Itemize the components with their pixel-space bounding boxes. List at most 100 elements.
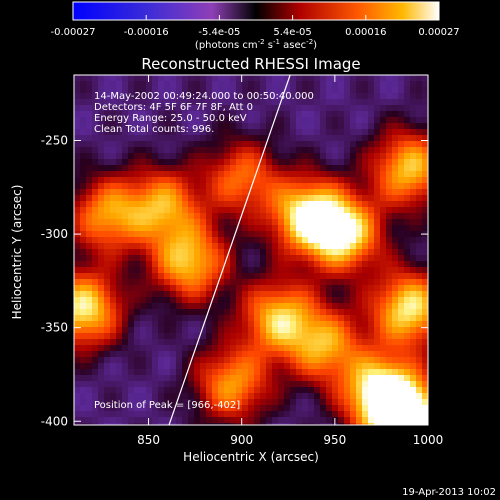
heatmap-cell (344, 303, 351, 310)
heatmap-cell (158, 159, 165, 166)
y-tick-label: -350 (41, 321, 68, 335)
heatmap-cell (392, 327, 399, 334)
heatmap-cell (416, 309, 423, 316)
heatmap-cell (206, 129, 213, 136)
heatmap-cell (404, 213, 411, 220)
heatmap-cell (356, 345, 363, 352)
heatmap-cell (320, 273, 327, 280)
heatmap-cell (398, 387, 405, 394)
heatmap-cell (98, 291, 105, 298)
heatmap-cell (206, 411, 213, 418)
heatmap-cell (296, 285, 303, 292)
heatmap-cell (254, 279, 261, 286)
heatmap-cell (254, 231, 261, 238)
heatmap-cell (368, 405, 375, 412)
heatmap-cell (278, 381, 285, 388)
heatmap-cell (176, 207, 183, 214)
heatmap-cell (320, 171, 327, 178)
heatmap-cell (344, 231, 351, 238)
heatmap-cell (410, 423, 417, 425)
heatmap-cell (224, 87, 231, 94)
heatmap-cell (308, 399, 315, 406)
heatmap-cell (182, 243, 189, 250)
heatmap-cell (410, 291, 417, 298)
heatmap-cell (206, 243, 213, 250)
heatmap-cell (170, 201, 177, 208)
heatmap-cell (260, 279, 267, 286)
heatmap-cell (416, 273, 423, 280)
heatmap-cell (290, 423, 297, 425)
heatmap-cell (290, 99, 297, 106)
heatmap-cell (308, 159, 315, 166)
heatmap-cell (98, 345, 105, 352)
heatmap-cell (158, 219, 165, 226)
heatmap-cell (164, 381, 171, 388)
heatmap-cell (272, 351, 279, 358)
heatmap-cell (158, 375, 165, 382)
heatmap-cell (146, 237, 153, 244)
heatmap-cell (134, 129, 141, 136)
heatmap-cell (302, 333, 309, 340)
heatmap-cell (146, 345, 153, 352)
heatmap-cell (74, 333, 81, 340)
heatmap-cell (272, 183, 279, 190)
heatmap-cell (122, 399, 129, 406)
heatmap-cell (320, 141, 327, 148)
heatmap-cell (92, 75, 99, 82)
heatmap-cell (140, 183, 147, 190)
heatmap-cell (266, 87, 273, 94)
heatmap-cell (374, 369, 381, 376)
heatmap-cell (212, 189, 219, 196)
heatmap-cell (350, 105, 357, 112)
heatmap-cell (332, 261, 339, 268)
heatmap-cell (110, 219, 117, 226)
heatmap-cell (332, 111, 339, 118)
heatmap-cell (236, 369, 243, 376)
heatmap-cell (404, 219, 411, 226)
heatmap-cell (182, 81, 189, 88)
heatmap-cell (104, 309, 111, 316)
heatmap-cell (248, 303, 255, 310)
heatmap-cell (260, 375, 267, 382)
heatmap-cell (218, 75, 225, 82)
heatmap-cell (350, 225, 357, 232)
heatmap-cell (122, 387, 129, 394)
heatmap-cell (278, 231, 285, 238)
heatmap-cell (272, 189, 279, 196)
heatmap-cell (248, 267, 255, 274)
heatmap-cell (356, 243, 363, 250)
heatmap-cell (248, 279, 255, 286)
heatmap-cell (152, 87, 159, 94)
heatmap-cell (266, 405, 273, 412)
heatmap-cell (320, 183, 327, 190)
heatmap-cell (368, 363, 375, 370)
heatmap-cell (152, 285, 159, 292)
heatmap-cell (266, 297, 273, 304)
heatmap-cell (404, 159, 411, 166)
heatmap-cell (380, 345, 387, 352)
heatmap-cell (338, 381, 345, 388)
heatmap-cell (104, 87, 111, 94)
heatmap-cell (302, 117, 309, 124)
heatmap-cell (236, 381, 243, 388)
heatmap-cell (308, 135, 315, 142)
heatmap-cell (332, 303, 339, 310)
heatmap-cell (308, 219, 315, 226)
heatmap-cell (338, 369, 345, 376)
heatmap-cell (188, 99, 195, 106)
heatmap-cell (194, 111, 201, 118)
heatmap-cell (128, 249, 135, 256)
heatmap-cell (314, 333, 321, 340)
heatmap-cell (80, 423, 87, 425)
heatmap-cell (320, 333, 327, 340)
heatmap-cell (362, 417, 369, 424)
heatmap-cell (338, 315, 345, 322)
heatmap-cell (230, 405, 237, 412)
heatmap-cell (224, 291, 231, 298)
heatmap-cell (248, 111, 255, 118)
heatmap-cell (416, 303, 423, 310)
heatmap-cell (350, 333, 357, 340)
heatmap-cell (422, 363, 428, 370)
heatmap-cell (374, 135, 381, 142)
heatmap-cell (278, 123, 285, 130)
